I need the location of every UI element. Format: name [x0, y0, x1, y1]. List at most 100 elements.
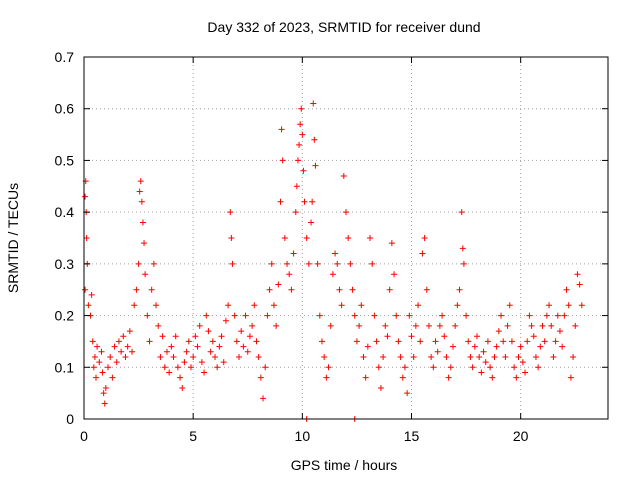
data-point-marker	[270, 302, 277, 309]
data-point-marker	[519, 359, 526, 366]
data-point-marker	[308, 219, 315, 226]
data-point-marker	[124, 343, 131, 350]
data-point-marker	[500, 338, 507, 345]
data-point-marker	[309, 198, 316, 205]
data-point-marker	[535, 364, 542, 371]
data-point-marker	[504, 322, 511, 329]
data-point-marker	[246, 333, 253, 340]
data-point-marker	[515, 353, 522, 360]
data-point-marker	[238, 328, 245, 335]
data-point-marker	[105, 364, 112, 371]
data-point-marker	[384, 333, 391, 340]
data-point-marker	[351, 312, 358, 319]
data-point-marker	[146, 338, 153, 345]
data-point-marker	[161, 364, 168, 371]
data-point-marker	[360, 353, 367, 360]
data-point-marker	[91, 353, 98, 360]
data-point-marker	[417, 338, 424, 345]
data-point-marker	[231, 312, 238, 319]
data-point-marker	[294, 157, 301, 164]
data-point-marker	[467, 353, 474, 360]
data-point-marker	[487, 364, 494, 371]
data-point-marker	[299, 131, 306, 138]
data-point-marker	[288, 286, 295, 293]
data-point-marker	[345, 235, 352, 241]
data-point-marker	[94, 343, 101, 350]
data-point-marker	[336, 286, 343, 293]
data-point-marker	[141, 240, 148, 247]
data-point-marker	[565, 302, 572, 309]
data-point-marker	[382, 322, 389, 329]
data-point-marker	[185, 338, 192, 345]
plot-frame	[83, 56, 609, 420]
y-tick-label: 0.4	[55, 204, 75, 220]
data-point-marker	[93, 374, 100, 381]
data-point-marker	[286, 271, 293, 278]
data-point-marker	[220, 359, 227, 366]
data-point-marker	[138, 198, 145, 205]
data-point-marker	[198, 359, 205, 366]
data-point-marker	[266, 286, 273, 293]
data-point-marker	[194, 343, 201, 350]
data-point-marker	[530, 333, 537, 340]
data-point-marker	[311, 136, 318, 143]
data-point-marker	[236, 353, 243, 360]
y-tick-label: 0.3	[55, 256, 75, 272]
data-points	[82, 100, 585, 422]
data-point-marker	[316, 312, 323, 319]
data-point-marker	[292, 209, 299, 216]
data-point-marker	[463, 312, 470, 319]
data-point-marker	[144, 312, 151, 319]
data-point-marker	[196, 322, 203, 329]
y-tick-label: 0.7	[55, 49, 75, 65]
data-point-marker	[334, 260, 341, 267]
data-point-marker	[96, 359, 103, 366]
data-point-marker	[150, 260, 157, 267]
data-point-marker	[428, 353, 435, 360]
data-point-marker	[358, 302, 365, 309]
data-point-marker	[552, 338, 559, 345]
data-point-marker	[574, 271, 581, 278]
data-point-marker	[142, 271, 149, 278]
data-point-marker	[297, 121, 304, 128]
data-point-marker	[170, 353, 177, 360]
data-point-marker	[214, 364, 221, 371]
data-point-marker	[356, 322, 363, 329]
data-point-marker	[570, 353, 577, 360]
data-point-marker	[273, 322, 280, 329]
data-point-marker	[251, 302, 258, 309]
data-point-marker	[563, 286, 570, 293]
data-point-marker	[293, 183, 300, 190]
data-point-marker	[340, 172, 347, 179]
data-point-marker	[88, 291, 95, 298]
x-tick-label: 5	[189, 428, 197, 444]
data-point-marker	[410, 353, 417, 360]
data-point-marker	[300, 167, 307, 174]
data-point-marker	[528, 322, 535, 329]
data-point-marker	[397, 353, 404, 360]
data-point-marker	[522, 369, 529, 376]
data-point-marker	[321, 353, 328, 360]
data-point-marker	[278, 126, 285, 133]
data-point-marker	[174, 364, 181, 371]
data-point-marker	[441, 333, 448, 340]
data-point-marker	[502, 353, 509, 360]
data-point-marker	[362, 374, 369, 381]
data-point-marker	[561, 312, 568, 319]
data-point-marker	[107, 353, 114, 360]
data-point-marker	[415, 302, 422, 309]
data-point-marker	[183, 348, 190, 355]
data-point-marker	[279, 157, 286, 164]
data-point-marker	[314, 260, 321, 267]
data-point-marker	[449, 343, 456, 350]
data-point-marker	[460, 260, 467, 267]
data-point-marker	[111, 343, 118, 350]
data-point-marker	[163, 348, 170, 355]
data-point-marker	[122, 353, 129, 360]
data-point-marker	[222, 317, 229, 324]
data-point-marker	[255, 353, 262, 360]
data-point-marker	[412, 322, 419, 329]
data-point-marker	[548, 322, 555, 329]
data-point-marker	[578, 302, 585, 309]
data-point-marker	[83, 235, 90, 241]
